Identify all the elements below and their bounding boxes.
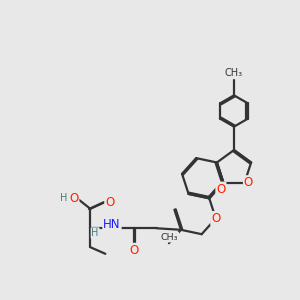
Text: H: H <box>92 228 99 238</box>
Text: O: O <box>69 192 79 205</box>
Text: O: O <box>216 182 226 196</box>
Text: O: O <box>211 212 220 225</box>
Text: H: H <box>60 193 68 203</box>
Text: O: O <box>244 176 253 189</box>
Text: CH₃: CH₃ <box>225 68 243 78</box>
Text: HN: HN <box>103 218 121 231</box>
Text: CH₃: CH₃ <box>161 233 178 242</box>
Text: O: O <box>129 244 138 257</box>
Text: O: O <box>105 196 115 209</box>
